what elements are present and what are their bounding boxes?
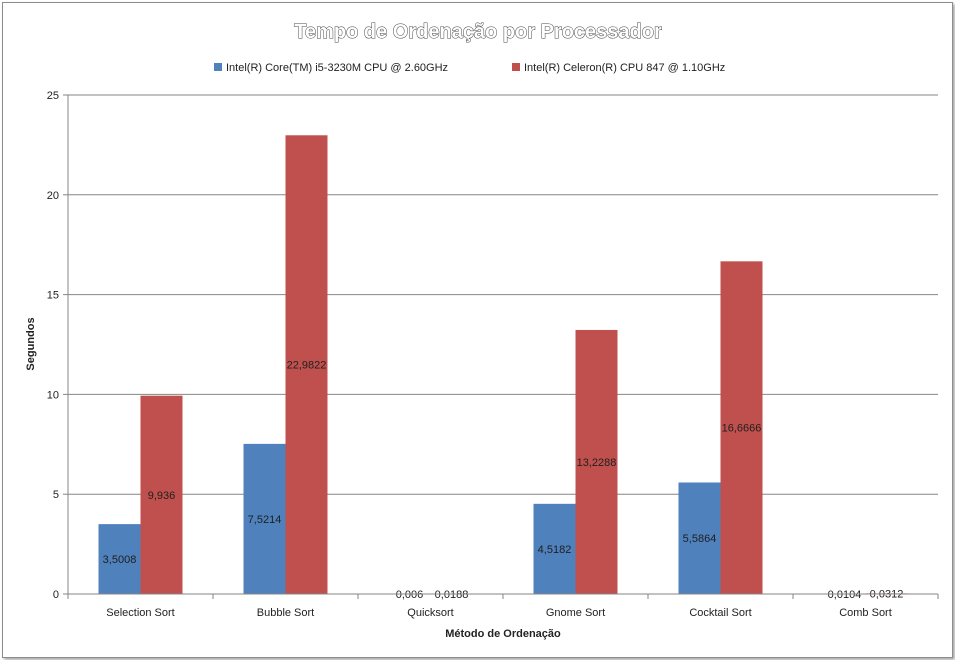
- y-tick-label: 5: [53, 489, 59, 501]
- data-label: 0,0312: [870, 589, 904, 601]
- y-tick-label: 25: [47, 90, 59, 102]
- data-label: 4,5182: [538, 544, 572, 556]
- x-tick-label: Comb Sort: [839, 607, 892, 619]
- bar: [533, 503, 576, 594]
- x-tick-label: Quicksort: [407, 607, 453, 619]
- data-label: 0,0188: [435, 589, 469, 601]
- bar: [98, 524, 141, 594]
- x-tick-label: Gnome Sort: [546, 607, 605, 619]
- bar: [720, 261, 763, 594]
- axes: 0 5 10 15 20 25 Selection Sort Bubble Sort Quick…: [47, 90, 939, 619]
- bar: [678, 482, 721, 594]
- x-axis-title: Método de Ordenação: [445, 628, 561, 640]
- y-tick-label: 10: [47, 389, 59, 401]
- chart-title: Tempo de Ordenação por Processador: [294, 21, 662, 43]
- x-tick-label: Selection Sort: [106, 607, 174, 619]
- gridlines: [68, 94, 938, 495]
- bar: [575, 329, 618, 594]
- y-axis-title: Segundos: [25, 317, 37, 370]
- legend: Intel(R) Core(TM) i5-3230M CPU @ 2.60GHz…: [214, 62, 725, 74]
- legend-label: Intel(R) Core(TM) i5-3230M CPU @ 2.60GHz: [226, 62, 448, 74]
- data-label: 13,2288: [577, 457, 617, 469]
- data-label: 9,936: [148, 490, 176, 502]
- legend-swatch: [214, 63, 222, 71]
- legend-swatch: [512, 63, 520, 71]
- bars: [98, 135, 908, 595]
- legend-label: Intel(R) Celeron(R) CPU 847 @ 1.10GHz: [524, 62, 725, 74]
- bar: [243, 443, 286, 594]
- x-tick-label: Cocktail Sort: [689, 607, 751, 619]
- data-label: 22,9822: [287, 360, 327, 372]
- bar: [285, 135, 328, 595]
- data-label: 16,6666: [722, 423, 762, 435]
- data-label: 3,5008: [103, 554, 137, 566]
- data-label: 7,5214: [248, 514, 282, 526]
- data-label: 0,006: [396, 589, 424, 601]
- x-tick-label: Bubble Sort: [257, 607, 314, 619]
- y-tick-label: 0: [53, 589, 59, 601]
- data-label: 0,0104: [828, 589, 862, 601]
- y-tick-label: 20: [47, 190, 59, 202]
- bar: [140, 395, 183, 594]
- data-label: 5,5864: [683, 533, 717, 545]
- data-labels: 3,5008 9,936 7,5214 22,9822 0,006 0,0188 4,518…: [103, 360, 904, 601]
- y-tick-label: 15: [47, 290, 59, 302]
